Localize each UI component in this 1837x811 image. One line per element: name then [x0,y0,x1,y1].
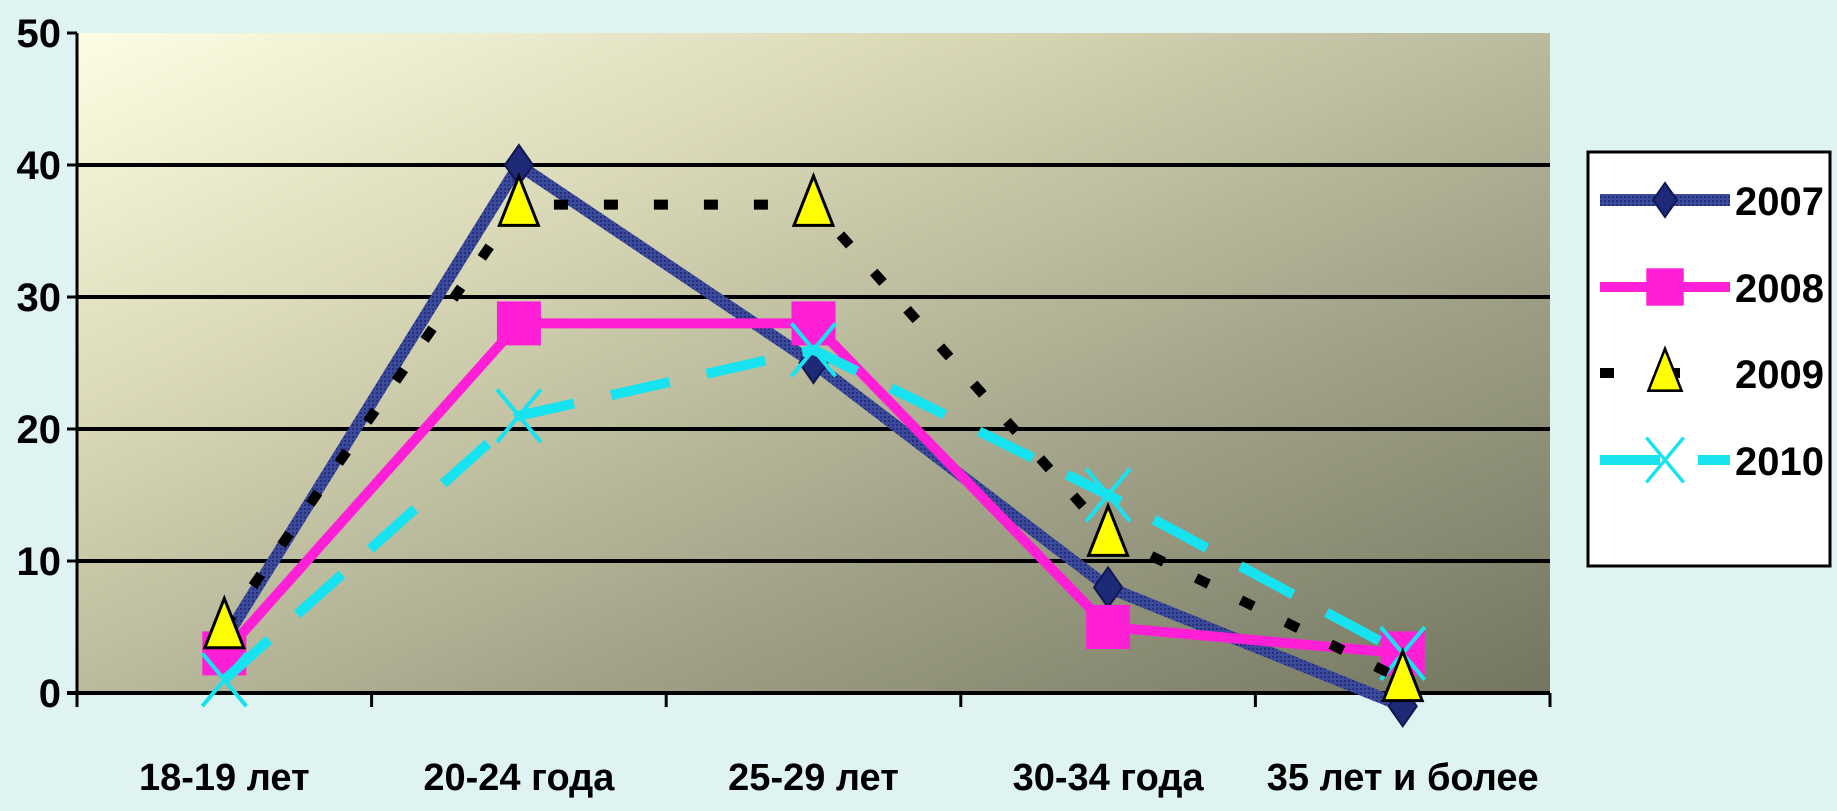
point-2010-3 [1084,467,1132,523]
point-2010-2 [789,322,838,378]
x-tick-label: 20-24 года [423,757,615,799]
gridlines [77,163,1550,563]
y-tick-label-40: 40 [17,144,62,188]
axes [67,31,1552,707]
y-tick-label-10: 10 [17,540,62,584]
x-tick-label: 18-19 лет [139,757,310,799]
y-axis-tick-labels: 0 10 20 30 40 50 [17,12,62,716]
y-tick-label-30: 30 [17,276,62,320]
y-tick-label-50: 50 [17,12,62,56]
series-lines [200,143,1427,728]
legend-item-2008: 2008 [1600,267,1824,311]
series-2009 [202,171,1425,703]
legend-marker-2007 [1651,181,1679,219]
legend-item-2010: 2010 [1600,436,1824,484]
y-tick-label-20: 20 [17,408,62,452]
point-2009-0 [202,594,247,650]
point-2008-1 [496,301,541,346]
point-2010-1 [495,388,543,444]
legend-label-2010: 2010 [1735,440,1824,484]
legend-marker-2008 [1646,268,1684,306]
legend-box [1586,150,1832,568]
point-2008-3 [1086,605,1131,649]
x-axis-tick-labels: 18-19 лет 20-24 года 25-29 лет 30-34 года 35… [139,757,1539,799]
point-2009-3 [1086,501,1130,557]
y-tick-label-0: 0 [39,672,61,716]
legend-item-2009: 2009 [1600,345,1824,397]
x-tick-label: 35 лет и более [1267,757,1539,799]
point-2009-2 [791,171,836,227]
point-2010-0 [200,652,248,708]
legend: 2007 2008 2009 2010 [1586,150,1832,568]
legend-item-2007: 2007 [1600,180,1824,224]
legend-label-2009: 2009 [1735,353,1824,397]
point-2008-2 [791,301,836,346]
point-2009-4 [1380,647,1425,703]
x-tick-label: 30-34 года [1013,757,1205,799]
legend-label-2008: 2008 [1735,267,1824,311]
point-2009-1 [497,171,541,227]
legend-marker-2009 [1646,345,1684,392]
legend-marker-2010 [1644,436,1686,484]
x-tick-label: 25-29 лет [728,757,899,799]
legend-label-2007: 2007 [1735,180,1824,224]
